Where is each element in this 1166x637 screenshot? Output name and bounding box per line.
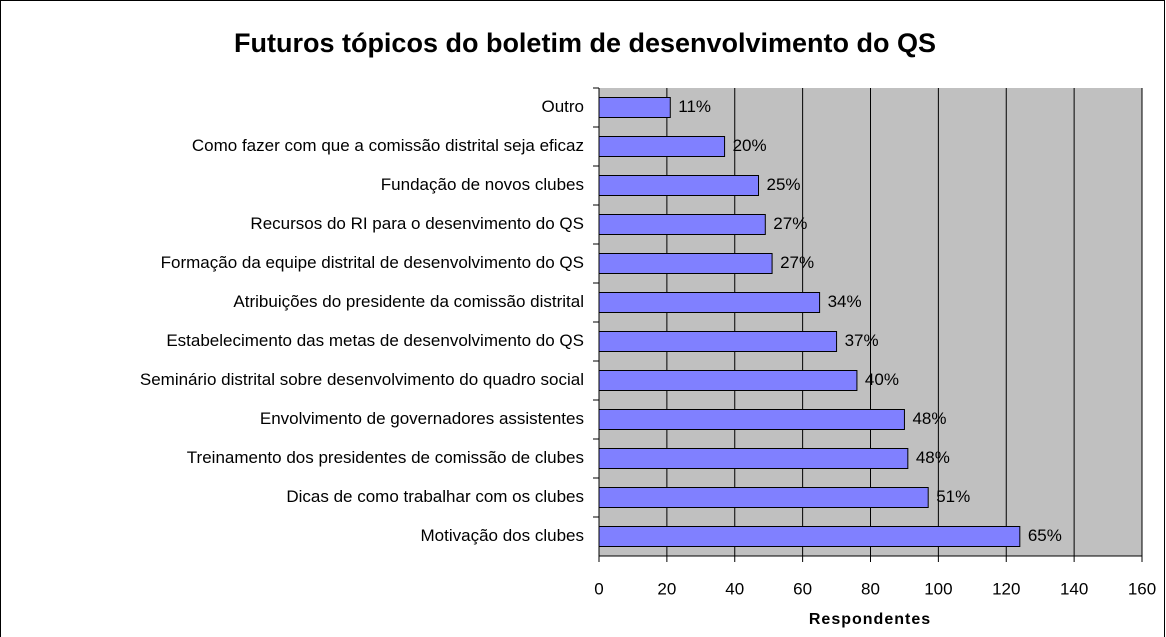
chart-title: Futuros tópicos do boletim de desenvolvi… — [234, 28, 936, 58]
bar — [598, 175, 760, 196]
bar — [598, 136, 726, 157]
y-tick-label: Motivação dos clubes — [421, 526, 584, 545]
data-label: 48% — [912, 409, 946, 428]
data-label: 20% — [733, 136, 767, 155]
data-label: 65% — [1028, 526, 1062, 545]
y-tick-label: Envolvimento de governadores assistentes — [260, 409, 584, 428]
data-label: 27% — [780, 253, 814, 272]
x-tick-label: 20 — [657, 579, 676, 598]
bar — [598, 214, 766, 235]
x-tick-label: 160 — [1128, 579, 1156, 598]
bar — [598, 409, 905, 430]
data-label: 51% — [936, 487, 970, 506]
x-tick-label: 80 — [861, 579, 880, 598]
bar — [598, 487, 929, 508]
y-tick-label: Como fazer com que a comissão distrital … — [192, 136, 584, 155]
data-label: 25% — [767, 175, 801, 194]
bar — [598, 97, 671, 118]
x-tick-label: 40 — [725, 579, 744, 598]
x-tick-label: 60 — [793, 579, 812, 598]
y-tick-label: Estabelecimento das metas de desenvolvim… — [166, 331, 584, 350]
x-tick-label: 140 — [1060, 579, 1088, 598]
bar — [598, 292, 821, 313]
y-tick-label: Formação da equipe distrital de desenvol… — [161, 253, 584, 272]
y-tick-label: Seminário distrital sobre desenvolviment… — [140, 370, 584, 389]
bar — [598, 331, 838, 352]
data-label: 48% — [916, 448, 950, 467]
bar — [598, 526, 1021, 547]
bar — [598, 253, 773, 274]
bar — [598, 370, 858, 391]
y-tick-label: Outro — [541, 97, 584, 116]
y-tick-label: Dicas de como trabalhar com os clubes — [286, 487, 584, 506]
y-tick-label: Recursos do RI para o desenvimento do QS — [250, 214, 584, 233]
bar — [598, 448, 909, 469]
data-label: 27% — [773, 214, 807, 233]
data-label: 34% — [828, 292, 862, 311]
y-tick-label: Fundação de novos clubes — [381, 175, 584, 194]
x-tick-label: 100 — [924, 579, 952, 598]
y-tick-label: Treinamento dos presidentes de comissão … — [187, 448, 584, 467]
x-tick-label: 0 — [594, 579, 603, 598]
y-tick-label: Atribuições do presidente da comissão di… — [233, 292, 584, 311]
x-axis-title: Respondentes — [809, 611, 931, 628]
x-tick-label: 120 — [992, 579, 1020, 598]
data-label: 40% — [865, 370, 899, 389]
data-label: 11% — [678, 97, 711, 116]
data-label: 37% — [845, 331, 879, 350]
